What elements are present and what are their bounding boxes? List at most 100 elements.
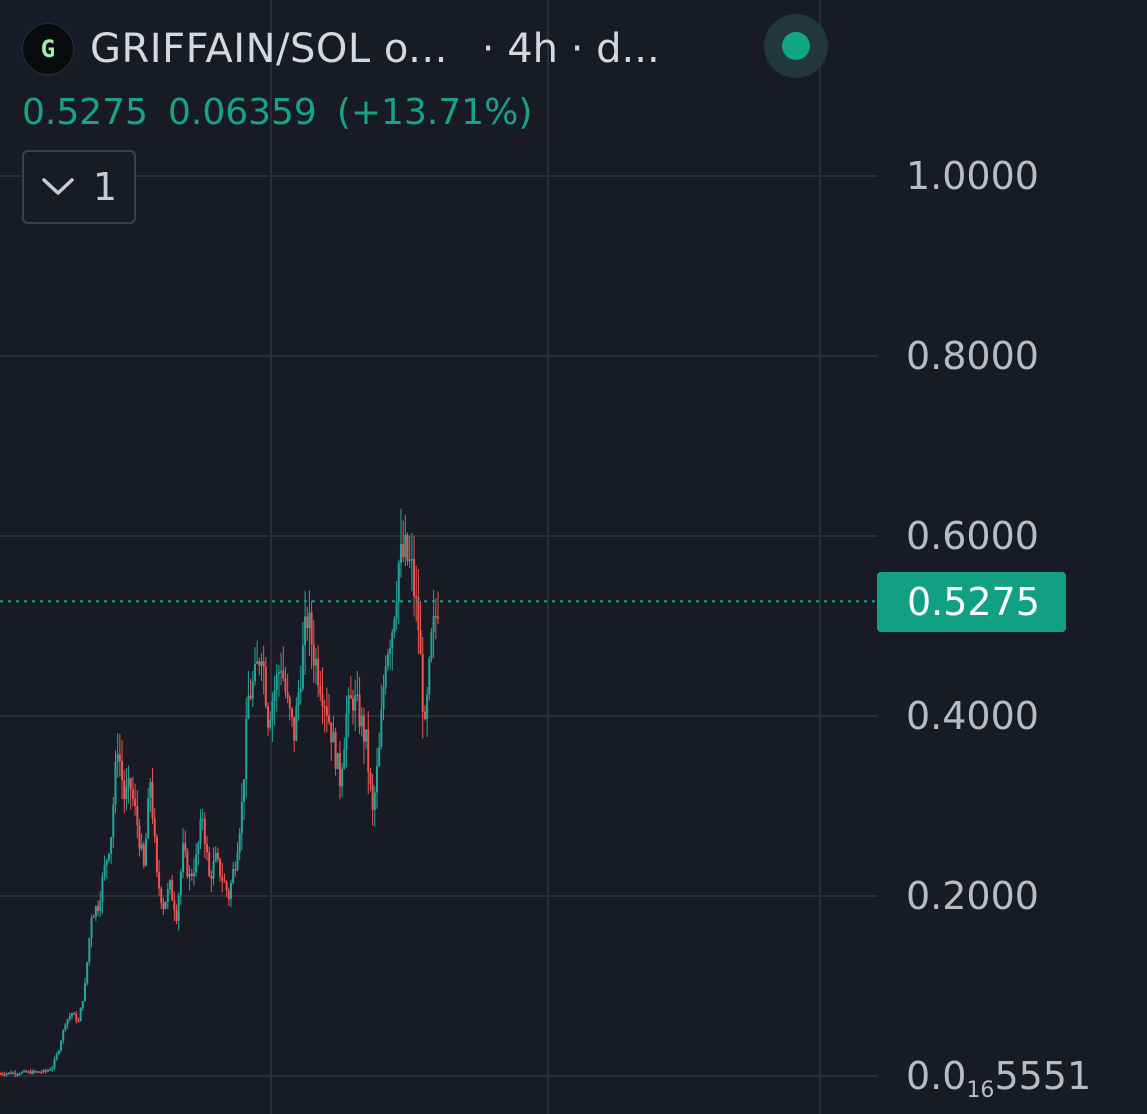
candle-body [360, 715, 363, 727]
candle-body [332, 731, 335, 743]
token-logo[interactable]: G [22, 23, 74, 75]
candle-body [114, 761, 117, 805]
candle-body [321, 694, 324, 707]
candle-body [206, 844, 209, 853]
candle-body [66, 1019, 69, 1025]
candle-body [203, 818, 206, 845]
candle-body [249, 695, 252, 699]
candle-body [27, 1071, 30, 1073]
candle-body [158, 872, 161, 889]
candle-body [184, 843, 187, 852]
candle-body [328, 715, 331, 723]
candle-body [164, 901, 167, 909]
candle-body [299, 688, 302, 693]
legend-last-price: 0.5275 [22, 92, 148, 133]
candle-body [151, 781, 154, 819]
candle-body [110, 837, 113, 854]
candle-body [421, 654, 424, 712]
candle-body [417, 597, 420, 631]
candle-body [251, 681, 254, 699]
candle-body [310, 612, 313, 645]
candle-body [121, 761, 124, 781]
candle-body [112, 804, 115, 838]
candle-body [260, 661, 263, 666]
candle-body [232, 869, 235, 883]
candle-body [99, 901, 102, 912]
candle-body [356, 694, 359, 697]
candle-body [295, 705, 298, 741]
candle-body [199, 819, 202, 844]
candle-body [53, 1059, 56, 1068]
candle-body [25, 1070, 28, 1073]
y-tick-label: 0.2000 [906, 874, 1039, 918]
candle-body [413, 558, 416, 597]
candle-body [238, 833, 241, 853]
candle-body [201, 818, 204, 821]
candle-body [434, 615, 437, 618]
candle-body [192, 872, 195, 877]
candle-body [236, 852, 239, 870]
candle-body [216, 852, 219, 859]
candle-body [258, 661, 261, 666]
symbol-title[interactable]: GRIFFAIN/SOL o... [90, 26, 448, 72]
candle-body [86, 962, 89, 984]
candle-body [319, 685, 322, 695]
candle-body [166, 889, 169, 902]
chart-header: G GRIFFAIN/SOL o... · 4h · d... [22, 23, 660, 75]
indicators-toggle-button[interactable]: 1 [22, 150, 136, 224]
candle-body [391, 632, 394, 649]
indicator-count: 1 [92, 165, 118, 209]
candle-body [36, 1071, 39, 1073]
candle-body [177, 895, 180, 921]
candle-body [343, 749, 346, 769]
candle-body [404, 534, 407, 557]
candle-body [269, 719, 272, 728]
candle-body [338, 753, 341, 787]
candle-body [77, 1020, 80, 1023]
candle-body [208, 852, 211, 877]
candle-body [426, 694, 429, 720]
candle-body [243, 779, 246, 802]
candle-body [125, 786, 128, 800]
candle-body [308, 612, 311, 629]
candle-body [365, 729, 368, 742]
candle-body [171, 880, 174, 901]
candle-body [20, 1071, 23, 1074]
candle-body [430, 632, 433, 659]
candle-body [334, 731, 337, 769]
candle-body [51, 1067, 54, 1070]
candle-body [127, 778, 130, 787]
y-tick-label: 0.8000 [906, 334, 1039, 378]
candle-body [291, 708, 293, 717]
candle-body [378, 746, 381, 767]
candle-body [49, 1069, 52, 1071]
candle-body [44, 1069, 47, 1072]
legend-change: 0.06359 [167, 92, 317, 133]
candle-body [367, 729, 370, 773]
candle-body [349, 695, 352, 699]
candle-body [107, 853, 110, 860]
candle-body [415, 596, 418, 598]
candle-body [282, 671, 285, 679]
candle-body [5, 1073, 8, 1075]
candle-body [371, 784, 374, 811]
candle-body [245, 718, 248, 780]
candle-body [33, 1070, 36, 1073]
candle-body [227, 890, 230, 900]
status-dot-icon [782, 32, 810, 60]
candle-body [81, 1000, 84, 1009]
candles [0, 508, 439, 1078]
candle-body [68, 1016, 71, 1020]
market-status-indicator[interactable] [764, 14, 828, 78]
candle-body [64, 1024, 67, 1031]
candle-body [345, 713, 348, 750]
candle-body [341, 768, 344, 787]
interval-label[interactable]: · 4h · d... [481, 26, 660, 72]
y-tick-label: 0.0165551 [906, 1054, 1092, 1103]
candle-body [46, 1070, 49, 1072]
candle-body [18, 1073, 21, 1076]
candle-body [75, 1013, 78, 1021]
candle-body [168, 880, 171, 890]
candle-body [103, 864, 106, 877]
